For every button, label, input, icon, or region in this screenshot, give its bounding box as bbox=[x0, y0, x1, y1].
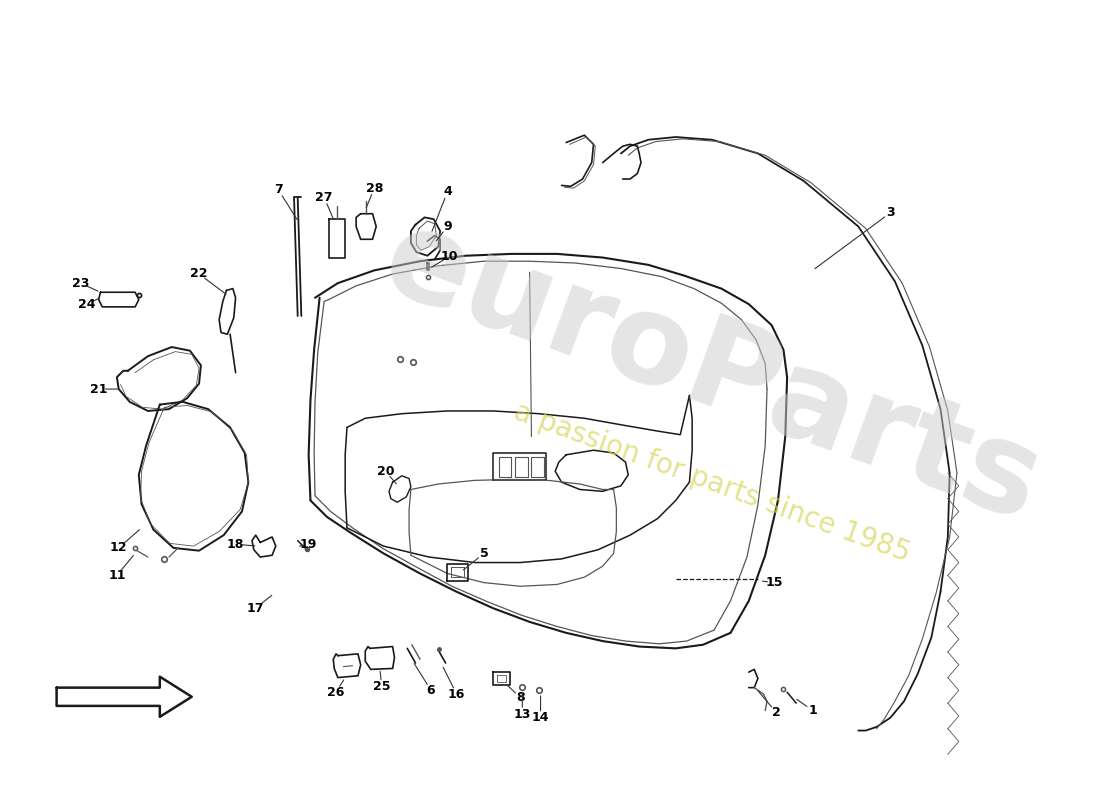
Text: 7: 7 bbox=[274, 183, 283, 197]
Text: 24: 24 bbox=[78, 298, 96, 310]
Text: 17: 17 bbox=[246, 602, 264, 614]
Text: 19: 19 bbox=[300, 538, 317, 550]
Text: 6: 6 bbox=[427, 684, 436, 697]
Text: 20: 20 bbox=[376, 465, 394, 478]
Text: 8: 8 bbox=[516, 691, 525, 704]
Text: 4: 4 bbox=[443, 186, 452, 198]
Text: 13: 13 bbox=[514, 708, 531, 721]
Text: 18: 18 bbox=[227, 538, 244, 550]
Text: 11: 11 bbox=[108, 569, 125, 582]
Text: a passion for parts since 1985: a passion for parts since 1985 bbox=[510, 398, 914, 567]
Text: 26: 26 bbox=[328, 686, 344, 698]
Text: 2: 2 bbox=[772, 706, 781, 718]
Text: 22: 22 bbox=[190, 267, 208, 281]
Text: 12: 12 bbox=[110, 542, 128, 554]
Text: 9: 9 bbox=[443, 220, 452, 233]
Text: 5: 5 bbox=[480, 547, 488, 560]
Text: 23: 23 bbox=[72, 277, 89, 290]
Text: 27: 27 bbox=[316, 190, 333, 204]
Text: 15: 15 bbox=[766, 576, 783, 589]
Text: 10: 10 bbox=[440, 250, 458, 263]
Text: 21: 21 bbox=[90, 382, 108, 395]
Text: 3: 3 bbox=[886, 206, 894, 219]
Text: 28: 28 bbox=[365, 182, 383, 194]
Text: euroParts: euroParts bbox=[367, 198, 1057, 547]
Text: 16: 16 bbox=[448, 687, 465, 701]
Text: 1: 1 bbox=[808, 704, 817, 717]
Text: 25: 25 bbox=[373, 680, 390, 694]
Text: 14: 14 bbox=[531, 711, 549, 724]
